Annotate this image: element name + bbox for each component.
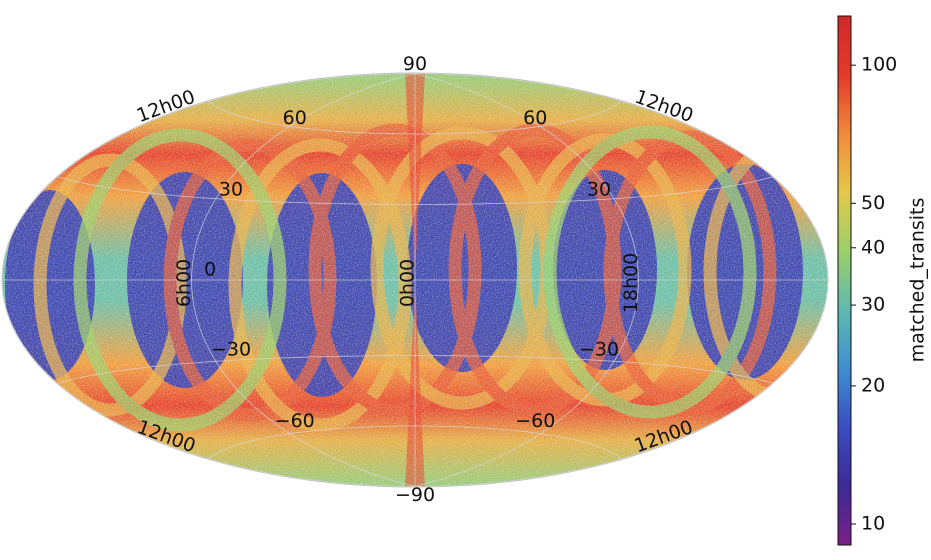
lat-label: −60 [275,410,315,432]
lat-label: 60 [523,107,547,129]
lat-label: 90 [403,53,427,75]
lat-label: −30 [211,338,251,360]
colorbar-tick-label: 10 [861,513,885,535]
lat-label: 30 [219,179,243,201]
lon-label: 6h00 [173,259,195,307]
grid-line [414,73,639,487]
colorbar-tick-label: 100 [861,54,897,76]
colorbar-fill [837,15,852,546]
grid-line [1,73,416,487]
colorbar-label: matched_transits [907,198,929,363]
grid-line [191,73,416,487]
lat-label: 60 [283,107,307,129]
colorbar-tick-label: 50 [861,192,885,214]
lon-label: 18h00 [620,253,642,313]
graticule [1,73,829,487]
lon-label: 0h00 [397,259,419,307]
lat-label: −90 [395,484,435,506]
colorbar: 10 20 30 40 50 100 matched_transits [837,15,929,546]
colorbar-tick-label: 40 [861,236,885,258]
grid-line [414,73,829,487]
lat-label: −30 [579,338,619,360]
lat-label: 30 [587,179,611,201]
colorbar-tick-label: 20 [861,374,885,396]
lat-label: 0 [204,259,216,281]
lat-label: −60 [515,410,555,432]
colorbar-tick-label: 30 [861,294,885,316]
